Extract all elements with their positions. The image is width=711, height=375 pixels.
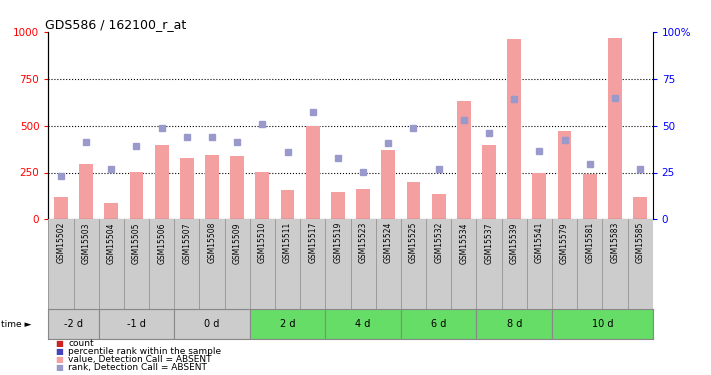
Text: GSM15517: GSM15517 bbox=[309, 222, 317, 264]
Bar bbox=[180, 158, 194, 219]
Bar bbox=[79, 164, 93, 219]
Bar bbox=[331, 192, 345, 219]
Bar bbox=[48, 309, 99, 339]
Text: count: count bbox=[68, 339, 94, 348]
Text: 0 d: 0 d bbox=[204, 320, 220, 329]
Text: GSM15504: GSM15504 bbox=[107, 222, 116, 264]
Bar bbox=[552, 309, 653, 339]
Bar bbox=[230, 156, 244, 219]
Bar bbox=[583, 174, 597, 219]
Bar bbox=[356, 189, 370, 219]
Text: GSM15503: GSM15503 bbox=[82, 222, 90, 264]
Text: 10 d: 10 d bbox=[592, 320, 613, 329]
Text: rank, Detection Call = ABSENT: rank, Detection Call = ABSENT bbox=[68, 363, 207, 372]
Bar bbox=[381, 150, 395, 219]
Bar bbox=[507, 39, 521, 219]
Text: GSM15508: GSM15508 bbox=[208, 222, 217, 264]
Bar bbox=[306, 126, 320, 219]
Text: time ►: time ► bbox=[1, 320, 32, 329]
Text: GSM15532: GSM15532 bbox=[434, 222, 443, 264]
Text: GSM15585: GSM15585 bbox=[636, 222, 645, 264]
Text: GDS586 / 162100_r_at: GDS586 / 162100_r_at bbox=[46, 18, 186, 31]
Bar bbox=[432, 194, 446, 219]
Bar bbox=[476, 309, 552, 339]
Bar bbox=[205, 154, 219, 219]
Bar bbox=[174, 309, 250, 339]
Text: GSM15506: GSM15506 bbox=[157, 222, 166, 264]
Text: GSM15509: GSM15509 bbox=[232, 222, 242, 264]
Text: GSM15519: GSM15519 bbox=[333, 222, 343, 264]
Text: ■: ■ bbox=[55, 347, 63, 356]
Bar bbox=[482, 146, 496, 219]
Text: GSM15505: GSM15505 bbox=[132, 222, 141, 264]
Bar bbox=[533, 173, 546, 219]
Bar bbox=[407, 182, 420, 219]
Text: value, Detection Call = ABSENT: value, Detection Call = ABSENT bbox=[68, 355, 212, 364]
Bar bbox=[608, 38, 622, 219]
Bar bbox=[457, 101, 471, 219]
Text: 4 d: 4 d bbox=[356, 320, 371, 329]
Text: GSM15524: GSM15524 bbox=[384, 222, 392, 264]
Bar bbox=[557, 131, 572, 219]
Text: ■: ■ bbox=[55, 339, 63, 348]
Text: -1 d: -1 d bbox=[127, 320, 146, 329]
Text: GSM15534: GSM15534 bbox=[459, 222, 469, 264]
Text: GSM15510: GSM15510 bbox=[258, 222, 267, 264]
Text: GSM15511: GSM15511 bbox=[283, 222, 292, 263]
Text: GSM15581: GSM15581 bbox=[585, 222, 594, 263]
Text: GSM15523: GSM15523 bbox=[358, 222, 368, 264]
Bar bbox=[401, 309, 476, 339]
Text: -2 d: -2 d bbox=[64, 320, 83, 329]
Text: GSM15502: GSM15502 bbox=[56, 222, 65, 264]
Text: percentile rank within the sample: percentile rank within the sample bbox=[68, 347, 221, 356]
Text: GSM15525: GSM15525 bbox=[409, 222, 418, 264]
Text: 6 d: 6 d bbox=[431, 320, 447, 329]
Text: GSM15541: GSM15541 bbox=[535, 222, 544, 264]
Text: GSM15507: GSM15507 bbox=[182, 222, 191, 264]
Bar bbox=[255, 172, 269, 219]
Bar bbox=[105, 202, 118, 219]
Bar bbox=[54, 197, 68, 219]
Bar bbox=[99, 309, 174, 339]
Text: GSM15579: GSM15579 bbox=[560, 222, 569, 264]
Bar bbox=[155, 146, 169, 219]
Bar bbox=[634, 197, 647, 219]
Text: GSM15537: GSM15537 bbox=[484, 222, 493, 264]
Bar bbox=[281, 190, 294, 219]
Text: ■: ■ bbox=[55, 363, 63, 372]
Text: 8 d: 8 d bbox=[506, 320, 522, 329]
Bar bbox=[250, 309, 326, 339]
Bar bbox=[129, 172, 144, 219]
Text: GSM15583: GSM15583 bbox=[611, 222, 619, 264]
Bar bbox=[326, 309, 401, 339]
Text: ■: ■ bbox=[55, 355, 63, 364]
Text: 2 d: 2 d bbox=[280, 320, 295, 329]
Text: GSM15539: GSM15539 bbox=[510, 222, 519, 264]
